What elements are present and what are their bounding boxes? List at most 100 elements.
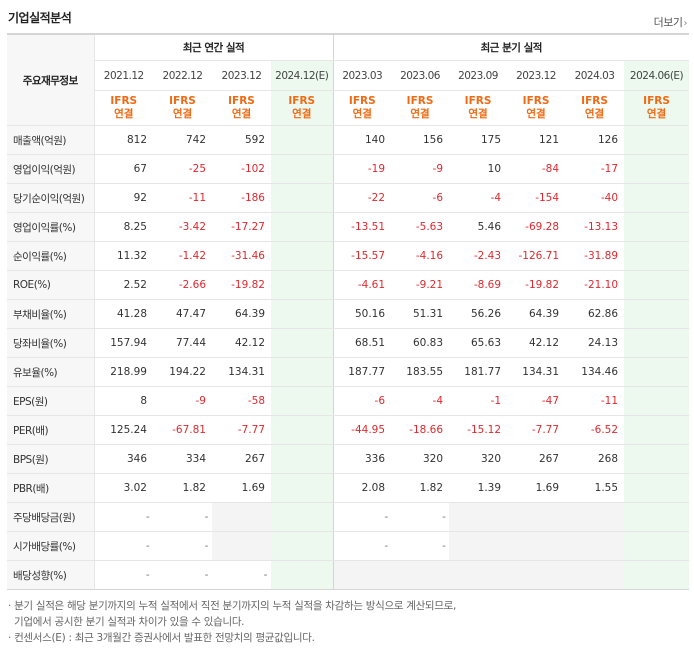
value-cell: 181.77 xyxy=(449,357,508,387)
value-cell: 24.13 xyxy=(565,328,625,358)
value-cell xyxy=(624,299,690,329)
standard-bottom: 연결 xyxy=(172,108,193,120)
value-cell: -2.66 xyxy=(153,270,212,300)
value-cell: 134.31 xyxy=(507,357,566,387)
period-header-row: 2021.12 2022.12 2023.12 2024.12(E) 2023.03 20… xyxy=(7,60,690,91)
value-cell xyxy=(624,386,690,416)
row-label: 부채비율(%) xyxy=(7,299,95,329)
value-cell: 67 xyxy=(94,154,153,184)
value-cell: -1 xyxy=(449,386,508,416)
value-cell: -58 xyxy=(212,386,271,416)
standard-bottom: 연결 xyxy=(292,108,312,120)
more-link[interactable]: 더보기› xyxy=(653,14,688,30)
value-cell: 156 xyxy=(391,125,450,155)
value-cell: 194.22 xyxy=(153,357,212,387)
standard-label: IFRS 연결 xyxy=(153,90,212,126)
value-cell: -102 xyxy=(212,154,271,184)
value-cell: -11 xyxy=(565,386,625,416)
standard-label: IFRS 연결 xyxy=(212,90,271,126)
value-cell: 346 xyxy=(94,444,153,474)
standard-top: IFRS xyxy=(169,95,196,107)
value-cell: 1.69 xyxy=(507,473,566,503)
value-cell: 336 xyxy=(332,444,392,474)
value-cell: 3.02 xyxy=(94,473,153,503)
value-cell: 10 xyxy=(449,154,508,184)
value-cell: - xyxy=(94,560,153,590)
table-row: PBR(배) 3.02 1.82 1.69 2.08 1.82 1.39 1.69 1.55 xyxy=(7,473,690,503)
period-2024-06-E-: 2024.06(E) xyxy=(624,60,690,91)
row-label: 순이익률(%) xyxy=(7,241,95,271)
value-cell: 125.24 xyxy=(94,415,153,445)
value-cell: 121 xyxy=(507,125,566,155)
table-row: 시가배당률(%) - - - - xyxy=(7,531,690,561)
value-cell: -1.42 xyxy=(153,241,212,271)
value-cell: -4 xyxy=(391,386,450,416)
standard-label: IFRS 연결 xyxy=(449,90,508,126)
value-cell: -9 xyxy=(153,386,212,416)
standard-bottom: 연결 xyxy=(410,108,430,120)
value-cell: -22 xyxy=(332,183,392,213)
value-cell: -3.42 xyxy=(153,212,212,242)
value-cell: -15.12 xyxy=(449,415,508,445)
value-cell: 64.39 xyxy=(507,299,566,329)
period-2022-12: 2022.12 xyxy=(153,60,212,91)
period-2023-06: 2023.06 xyxy=(391,60,450,91)
value-cell xyxy=(271,444,334,474)
period-2024-12-E-: 2024.12(E) xyxy=(271,60,334,91)
value-cell xyxy=(271,299,334,329)
standard-bottom: 연결 xyxy=(352,108,372,120)
value-cell: 320 xyxy=(391,444,450,474)
value-cell: 183.55 xyxy=(391,357,450,387)
value-cell: 62.86 xyxy=(565,299,625,329)
value-cell xyxy=(624,154,690,184)
value-cell: -67.81 xyxy=(153,415,212,445)
value-cell: -2.43 xyxy=(449,241,508,271)
standard-label: IFRS 연결 xyxy=(624,90,690,126)
row-label: 유보율(%) xyxy=(7,357,95,387)
value-cell: -7.77 xyxy=(507,415,566,445)
value-cell xyxy=(624,357,690,387)
value-cell xyxy=(212,502,271,532)
table-row: 영업이익률(%) 8.25 -3.42 -17.27 -13.51 -5.63 5.46 -6… xyxy=(7,212,690,242)
table-row: 당기순이익(억원) 92 -11 -186 -22 -6 -4 -154 -40 xyxy=(7,183,690,213)
more-label: 더보기 xyxy=(653,16,683,29)
period-2023-12: 2023.12 xyxy=(507,60,566,91)
value-cell: 1.69 xyxy=(212,473,271,503)
standard-bottom: 연결 xyxy=(646,108,667,120)
value-cell: 187.77 xyxy=(332,357,392,387)
value-cell: - xyxy=(94,502,153,532)
period-2023-12: 2023.12 xyxy=(212,60,271,91)
standard-top: IFRS xyxy=(348,95,376,107)
standard-top: IFRS xyxy=(110,95,138,107)
chevron-right-icon: › xyxy=(683,18,688,29)
value-cell: 134.31 xyxy=(212,357,271,387)
footnotes: · 분기 실적은 해당 분기까지의 누적 실적에서 직전 분기까지의 누적 실적… xyxy=(8,598,456,646)
value-cell: 2.52 xyxy=(94,270,153,300)
value-cell xyxy=(624,560,690,590)
value-cell: -186 xyxy=(212,183,271,213)
value-cell: 68.51 xyxy=(332,328,392,358)
value-cell: -17 xyxy=(565,154,625,184)
value-cell: -13.13 xyxy=(565,212,625,242)
value-cell: -6 xyxy=(332,386,392,416)
value-cell: 51.31 xyxy=(391,299,450,329)
value-cell: -18.66 xyxy=(391,415,450,445)
value-cell: -19.82 xyxy=(212,270,271,300)
period-2023-09: 2023.09 xyxy=(449,60,508,91)
footnote-1-cont: 기업에서 공시한 분기 실적과 차이가 있을 수 있습니다. xyxy=(14,616,245,628)
standard-top: IFRS xyxy=(522,95,550,107)
row-label: 주당배당금(원) xyxy=(7,502,95,532)
standard-top: IFRS xyxy=(406,95,434,107)
value-cell: -44.95 xyxy=(332,415,392,445)
standard-top: IFRS xyxy=(643,95,670,107)
value-cell xyxy=(565,560,625,590)
value-cell xyxy=(271,357,334,387)
value-cell: 8.25 xyxy=(94,212,153,242)
table-row: 주당배당금(원) - - - - xyxy=(7,502,690,532)
value-cell xyxy=(449,531,508,561)
value-cell: 742 xyxy=(153,125,212,155)
value-cell xyxy=(624,444,690,474)
value-cell: 60.83 xyxy=(391,328,450,358)
period-2021-12: 2021.12 xyxy=(94,60,153,91)
value-cell xyxy=(624,241,690,271)
